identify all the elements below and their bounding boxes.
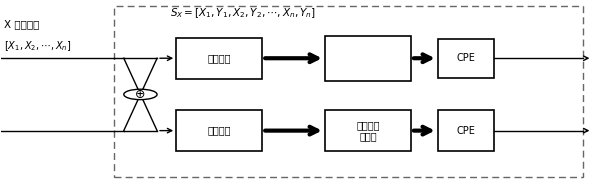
Bar	[437, 110, 494, 151]
Bar	[325, 110, 411, 151]
Text: 交叉混合: 交叉混合	[207, 53, 231, 63]
Text: ⊕: ⊕	[135, 88, 145, 101]
Bar	[325, 36, 411, 81]
Text: 交叉混合: 交叉混合	[207, 126, 231, 136]
Circle shape	[124, 89, 157, 100]
Text: 迭代最小
二乘法: 迭代最小 二乘法	[356, 120, 380, 141]
Bar	[176, 38, 262, 79]
Text: $[X_1, X_2, \cdots, X_n]$: $[X_1, X_2, \cdots, X_n]$	[4, 39, 71, 53]
Bar	[176, 110, 262, 151]
Bar	[437, 39, 494, 78]
Text: $S_X = [X_1, Y_1, X_2, Y_2, \cdots, X_n, Y_n]$: $S_X = [X_1, Y_1, X_2, Y_2, \cdots, X_n,…	[170, 6, 316, 20]
Text: CPE: CPE	[457, 53, 476, 63]
Bar	[114, 6, 583, 177]
Text: CPE: CPE	[457, 126, 476, 136]
Text: X 偏振信号: X 偏振信号	[4, 19, 39, 29]
